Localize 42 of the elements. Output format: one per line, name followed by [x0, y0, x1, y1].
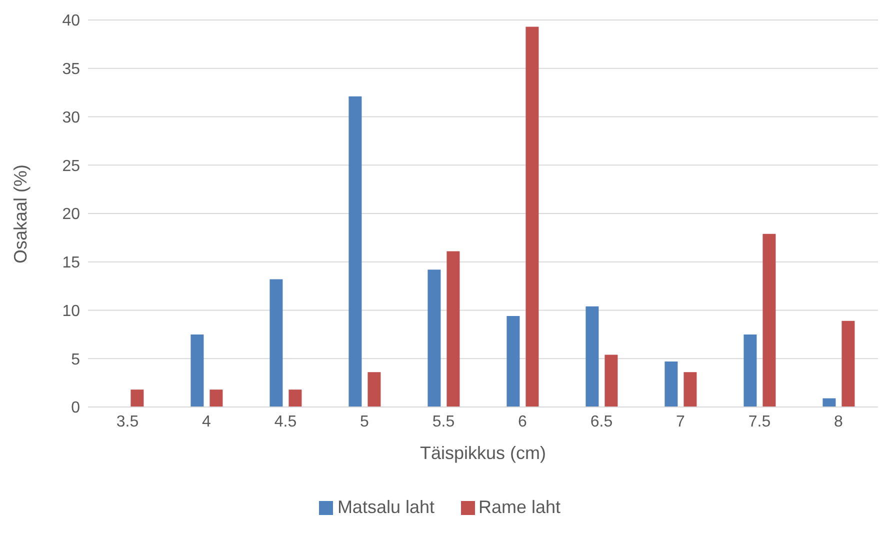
y-tick-label: 20 [62, 206, 80, 224]
bar [190, 334, 204, 407]
x-tick-label: 6 [518, 413, 528, 430]
x-tick-label: 6.5 [590, 413, 613, 430]
bar [446, 251, 460, 407]
legend-label: Matsalu laht [337, 497, 434, 517]
x-tick-label: 4.5 [274, 413, 297, 430]
y-tick-label: 0 [71, 400, 80, 417]
bar [842, 320, 855, 407]
y-tick-label: 25 [62, 158, 80, 175]
bar [270, 279, 283, 407]
bar [526, 26, 539, 407]
bar [506, 316, 520, 407]
x-axis-title: Täispikkus (cm) [420, 443, 546, 463]
bar [210, 390, 223, 407]
bar [428, 270, 441, 407]
y-axis-title: Osakaal (%) [10, 164, 30, 264]
x-tick-label: 5 [360, 413, 370, 430]
y-tick-label: 30 [62, 109, 80, 126]
x-tick-label: 5.5 [432, 413, 455, 430]
bar [664, 362, 678, 407]
x-tick-label: 7 [676, 413, 686, 430]
x-tick-label: 3.5 [116, 413, 139, 430]
y-tick-label: 10 [62, 302, 80, 320]
bar [586, 306, 599, 407]
bar [348, 96, 362, 407]
y-tick-label: 15 [62, 254, 80, 272]
x-tick-label: 7.5 [748, 413, 771, 430]
bar [822, 398, 836, 407]
bar [744, 334, 757, 407]
legend-label: Rame laht [478, 497, 561, 517]
bar [130, 390, 144, 407]
bar [684, 372, 697, 407]
y-tick-label: 40 [62, 12, 80, 30]
bar [368, 372, 381, 407]
bar [288, 390, 302, 407]
y-tick-label: 5 [71, 351, 80, 368]
y-tick-label: 35 [62, 61, 80, 78]
bar [604, 354, 618, 407]
x-tick-label: 4 [202, 413, 212, 430]
bar [762, 234, 776, 407]
x-tick-label: 8 [834, 413, 844, 430]
